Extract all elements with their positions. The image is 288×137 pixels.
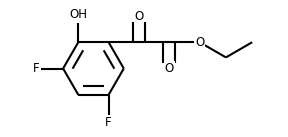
- Text: O: O: [134, 10, 144, 23]
- Text: F: F: [33, 62, 39, 75]
- Text: O: O: [195, 36, 204, 49]
- Text: F: F: [105, 116, 112, 129]
- Text: O: O: [165, 62, 174, 75]
- Text: OH: OH: [69, 8, 87, 21]
